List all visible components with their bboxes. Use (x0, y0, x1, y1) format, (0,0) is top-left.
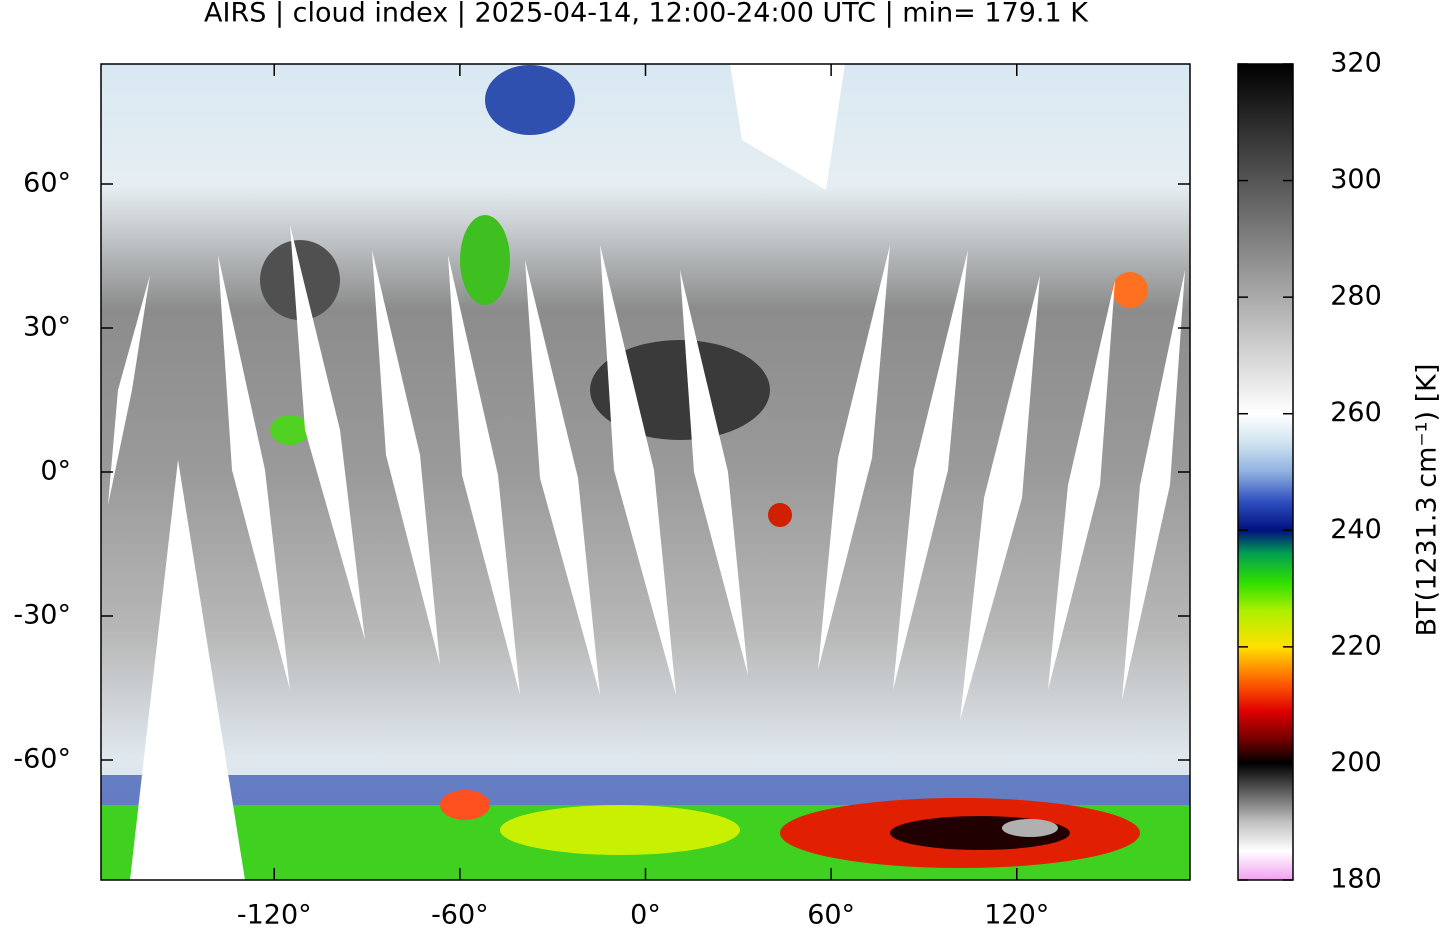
swath-gaps (108, 64, 1185, 880)
colorbar-tick-label: 200 (1330, 747, 1382, 778)
swath-gap (108, 275, 150, 505)
storm (1112, 272, 1148, 308)
swath-gap (960, 275, 1040, 720)
swath-gap (680, 270, 748, 675)
y-tick-label: 30° (23, 312, 71, 343)
storm (270, 415, 310, 445)
swath-gap (730, 64, 845, 190)
x-tick-label: -60° (431, 900, 489, 930)
swath-gap (525, 260, 600, 695)
swath-gap (1122, 270, 1185, 700)
colorbar-label: BT(1231.3 cm⁻¹) [K] (1412, 364, 1442, 637)
swath-gap (893, 250, 968, 690)
x-tick-label: -120° (237, 900, 312, 930)
antarctica-cold (500, 805, 740, 855)
colorbar-tick-label: 300 (1330, 164, 1382, 195)
colorbar-tick-label: 240 (1330, 514, 1382, 545)
x-tick-label: 0° (630, 900, 661, 930)
chart-title: AIRS | cloud index | 2025-04-14, 12:00-2… (204, 0, 1089, 29)
colorbar (1237, 63, 1294, 881)
colorbar-tick-label: 280 (1330, 281, 1382, 312)
colorbar-tick-label: 260 (1330, 397, 1382, 428)
swath-gap (290, 225, 365, 640)
antarctica-plateau (1002, 819, 1058, 837)
swath-gap (218, 255, 290, 690)
colorbar-tick-label: 320 (1330, 48, 1382, 79)
storm (440, 790, 490, 820)
y-tick-label: -30° (13, 600, 71, 631)
y-tick-label: -60° (13, 744, 71, 775)
swath-gap (1048, 280, 1115, 690)
swath-gap (130, 460, 245, 880)
colorbar-tick-label: 220 (1330, 630, 1382, 661)
swath-gap (448, 255, 520, 695)
swath-gap (372, 250, 440, 665)
map-imagery (101, 64, 1190, 880)
x-tick-label: 120° (984, 900, 1049, 930)
swath-gap (600, 245, 676, 695)
storm (768, 503, 792, 527)
greenland-cold (485, 65, 575, 135)
y-tick-label: 0° (40, 456, 71, 487)
colorbar-tick-label: 180 (1330, 864, 1382, 895)
x-tick-label: 60° (807, 900, 855, 930)
swath-gap (818, 245, 890, 670)
storm (460, 215, 510, 305)
y-tick-label: 60° (23, 168, 71, 199)
